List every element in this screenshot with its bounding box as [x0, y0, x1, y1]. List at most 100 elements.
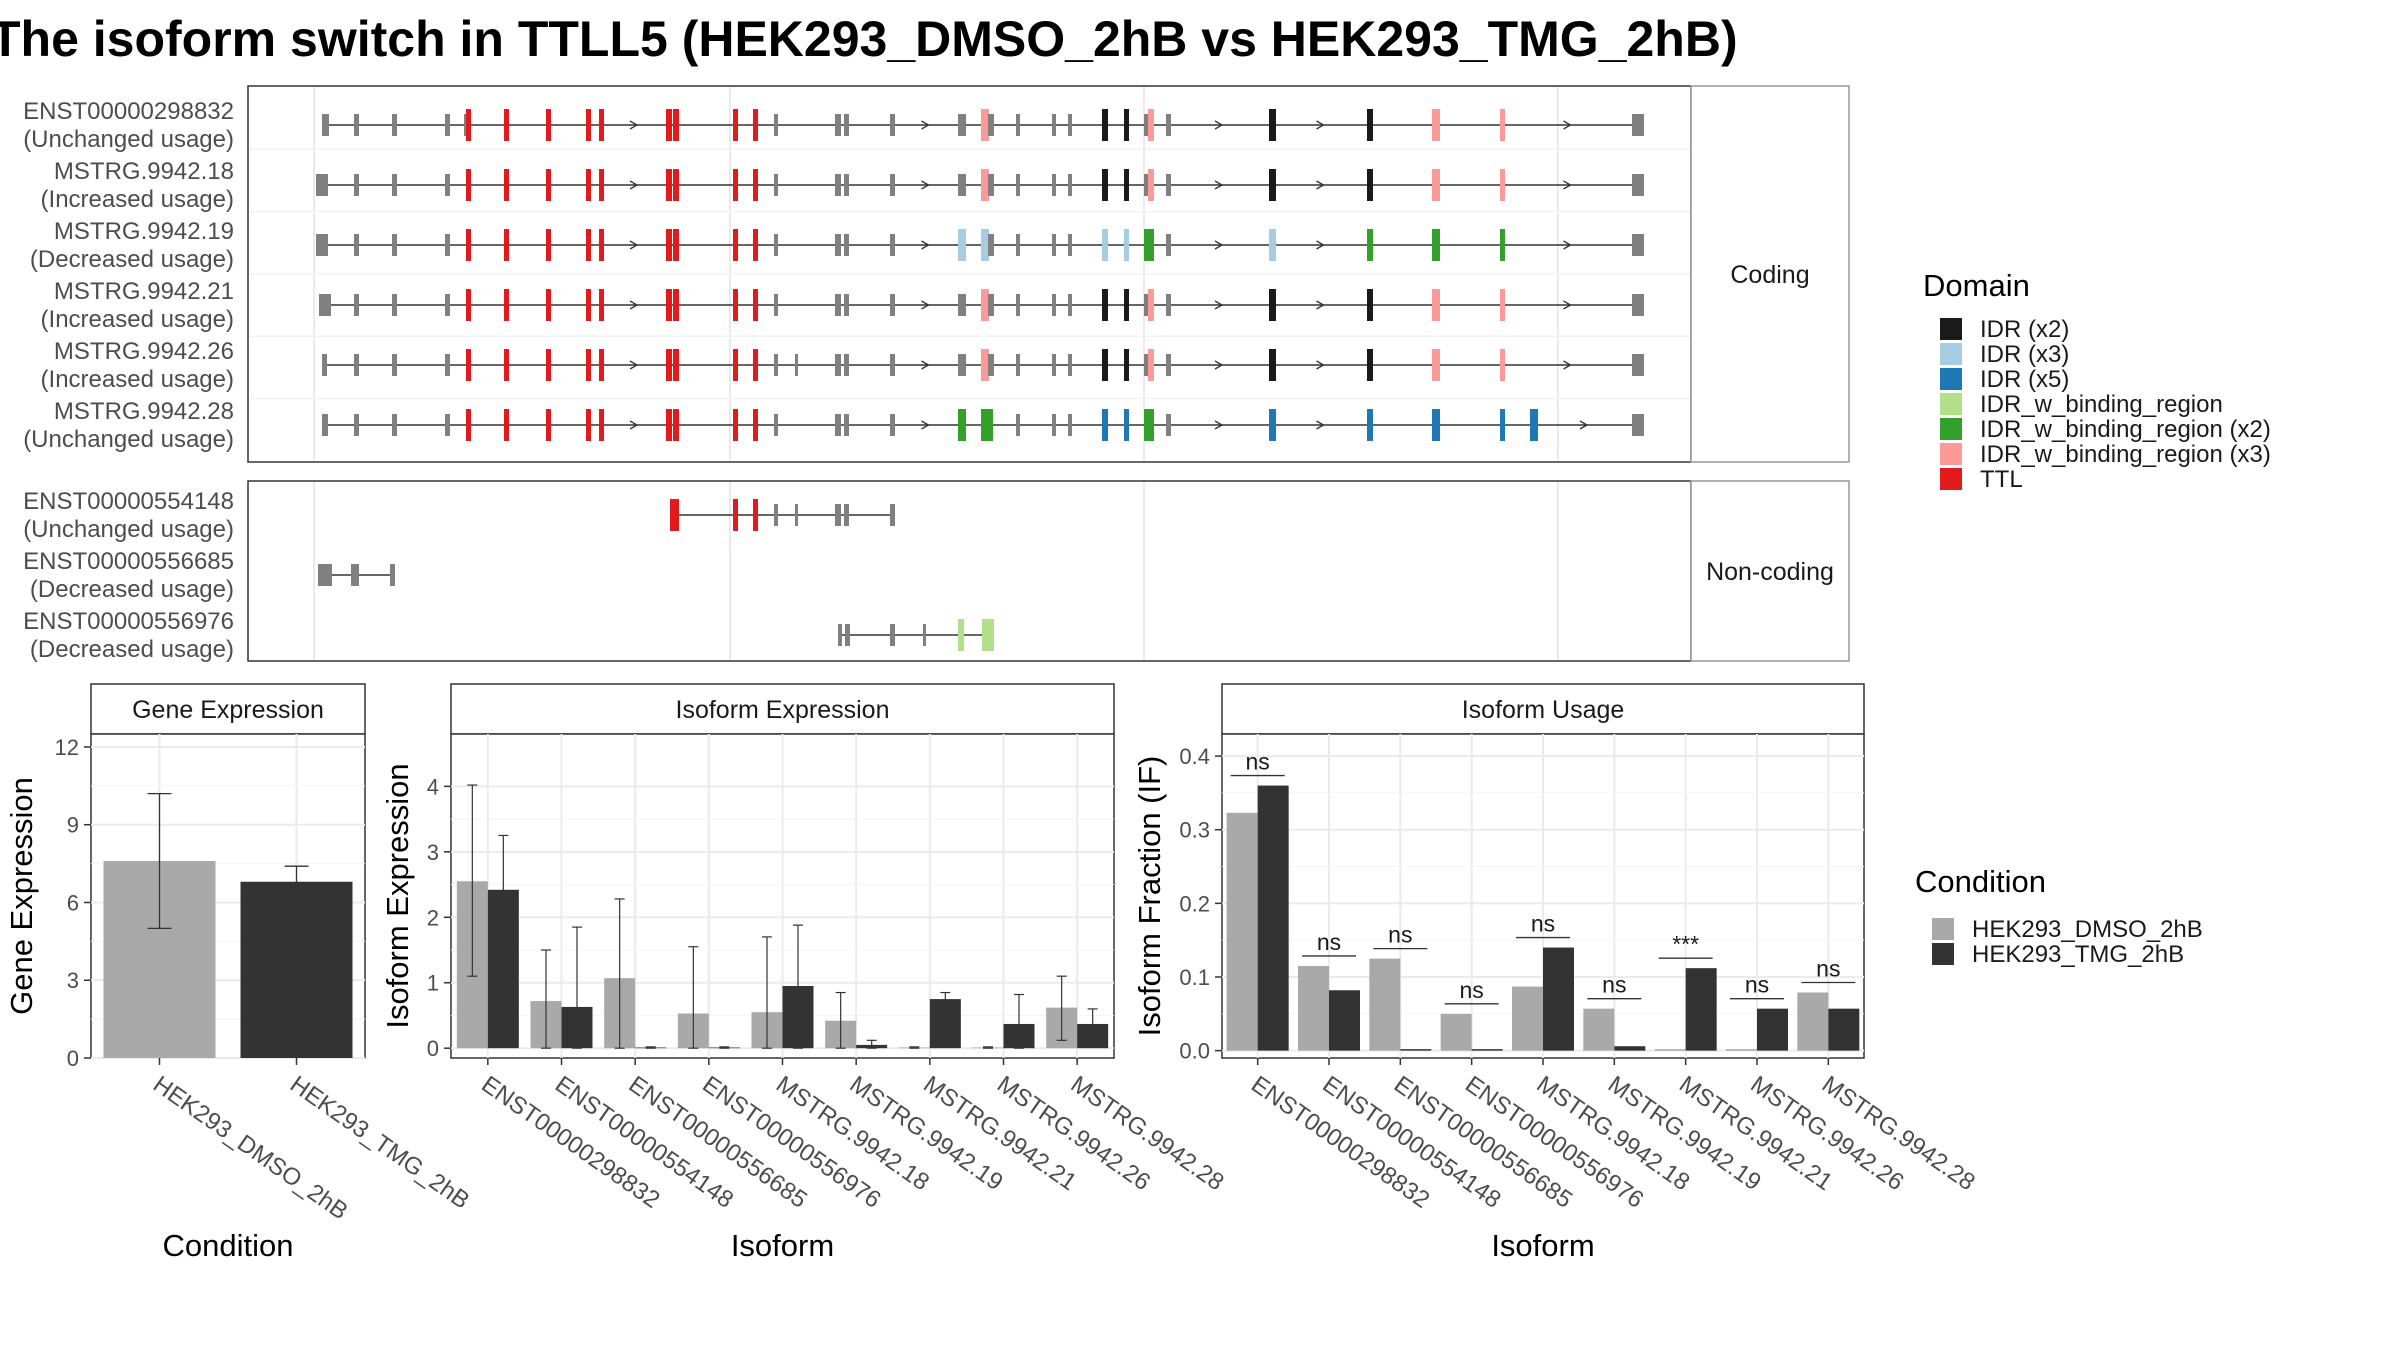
transcript-id: MSTRG.9942.28	[54, 398, 234, 425]
bar	[1400, 1049, 1432, 1051]
y-tick-label: 0.3	[1179, 818, 1210, 843]
exon	[1367, 289, 1373, 321]
bar	[1257, 785, 1289, 1051]
exon	[392, 294, 397, 316]
exon	[1068, 234, 1072, 256]
significance-label: ns	[1745, 972, 1769, 998]
transcript-label: ENST00000556976(Decreased usage)	[23, 608, 234, 663]
exon	[733, 229, 738, 261]
legend-label: IDR_w_binding_region	[1980, 391, 2223, 418]
legend-swatch	[1940, 468, 1962, 490]
exon	[958, 354, 966, 376]
exon	[988, 234, 994, 256]
y-tick-label: 4	[427, 774, 439, 799]
exon	[445, 114, 450, 136]
exon	[1166, 354, 1171, 376]
legend-swatch	[1940, 343, 1962, 365]
exon	[890, 174, 895, 196]
exon	[1432, 409, 1440, 441]
exon	[844, 234, 849, 256]
exon	[504, 289, 509, 321]
intron-arrow	[629, 420, 639, 430]
exon	[1016, 414, 1020, 436]
intron-arrow	[1214, 360, 1224, 370]
exon	[445, 354, 450, 376]
legend-swatch	[1940, 318, 1962, 340]
exon	[1166, 174, 1171, 196]
intron-arrow	[921, 240, 930, 250]
exon	[1500, 409, 1505, 441]
exon	[958, 114, 966, 136]
exon	[835, 114, 841, 136]
transcript-label: MSTRG.9942.18(Increased usage)	[41, 158, 234, 213]
exon	[835, 174, 841, 196]
exon	[981, 169, 989, 201]
exon	[1148, 349, 1154, 381]
bar	[1583, 1008, 1615, 1051]
exon	[1016, 294, 1020, 316]
exon	[322, 414, 328, 436]
exon	[1166, 414, 1171, 436]
exon	[890, 114, 895, 136]
intron-arrow	[1214, 180, 1224, 190]
intron-arrow	[629, 180, 639, 190]
exon	[981, 289, 989, 321]
transcript-id: MSTRG.9942.18	[54, 158, 234, 185]
chart-strip	[90, 683, 366, 735]
exon	[1052, 414, 1056, 436]
exon	[1144, 354, 1149, 376]
exon	[1269, 229, 1276, 261]
exon	[1102, 289, 1108, 321]
exon	[445, 294, 450, 316]
legend-label: IDR (x2)	[1980, 316, 2069, 343]
exon	[1432, 109, 1440, 141]
x-axis-title: Isoform	[731, 1228, 834, 1263]
significance-label: ns	[1531, 911, 1555, 937]
transcript-label: ENST00000554148(Unchanged usage)	[23, 488, 234, 543]
bar	[1329, 990, 1360, 1051]
exon	[316, 234, 328, 256]
intron-arrow	[629, 300, 639, 310]
exon	[1102, 109, 1108, 141]
significance-label: ns	[1388, 922, 1412, 948]
intron-arrow	[629, 360, 639, 370]
exon	[844, 174, 849, 196]
bar	[929, 999, 961, 1049]
exon	[666, 289, 672, 321]
exon	[1148, 169, 1154, 201]
significance-label: ***	[1672, 931, 1699, 957]
exon	[1632, 174, 1644, 196]
exon	[1124, 109, 1129, 141]
legend-label: HEK293_DMSO_2hB	[1972, 916, 2203, 943]
significance-label: ns	[1246, 749, 1270, 775]
exon	[1367, 109, 1373, 141]
exon	[733, 499, 738, 531]
exon	[1432, 289, 1440, 321]
exon	[923, 624, 926, 646]
exon	[1102, 229, 1108, 261]
intron-arrow	[1316, 360, 1325, 370]
exon	[733, 409, 738, 441]
intron-arrow	[1316, 120, 1325, 130]
intron-arrow	[629, 240, 639, 250]
y-tick-label: 2	[427, 905, 439, 930]
noncoding-strip-label: Non-coding	[1706, 558, 1834, 586]
exon	[1500, 349, 1505, 381]
legend-label: TTL	[1980, 466, 2023, 493]
exon	[988, 174, 994, 196]
exon	[1367, 229, 1373, 261]
transcript-model	[838, 619, 994, 651]
transcript-model	[670, 499, 895, 531]
intron-arrow	[1579, 420, 1589, 430]
intron-arrow	[1214, 420, 1224, 430]
transcript-usage: (Unchanged usage)	[23, 426, 234, 453]
transcript-usage: (Increased usage)	[41, 366, 234, 393]
bar	[1471, 1049, 1503, 1051]
exon	[354, 114, 359, 136]
intron-arrow	[921, 180, 930, 190]
transcript-label: MSTRG.9942.26(Increased usage)	[41, 338, 234, 393]
exon	[673, 229, 679, 261]
intron-arrow	[1316, 300, 1325, 310]
bar	[1757, 1008, 1788, 1051]
